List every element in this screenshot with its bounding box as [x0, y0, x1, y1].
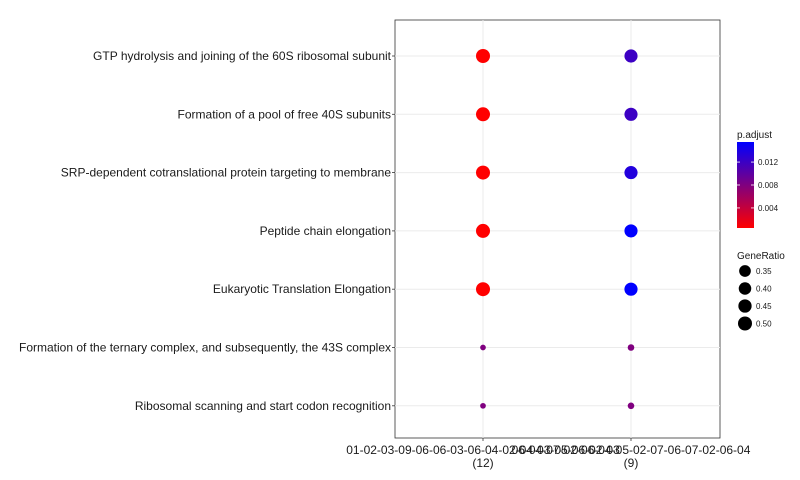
size-legend-title: GeneRatio: [737, 251, 785, 262]
x-tick-label: 06-04-07-02-06-04-05-02-07-06-07-02-06-0…: [512, 443, 751, 457]
y-tick-label: Eukaryotic Translation Elongation: [213, 282, 391, 296]
y-axis-labels: GTP hydrolysis and joining of the 60S ri…: [19, 49, 395, 413]
data-point: [480, 402, 486, 409]
color-legend-label: 0.004: [758, 204, 779, 213]
y-tick-label: Formation of the ternary complex, and su…: [19, 341, 391, 355]
grid-lines: [395, 20, 720, 438]
data-point: [624, 107, 638, 121]
data-point: [480, 344, 486, 351]
color-legend-bar: [737, 142, 754, 228]
size-legend: GeneRatio 0.35 0.40 0.45 0.50: [737, 251, 785, 331]
size-legend-key: [739, 265, 751, 277]
data-point: [476, 49, 490, 63]
x-axis-labels: 01-02-03-09-06-06-03-06-04-02-04-03-05-0…: [346, 438, 751, 470]
data-points: [476, 49, 638, 410]
data-point: [624, 166, 638, 180]
y-tick-label: Formation of a pool of free 40S subunits: [178, 107, 391, 121]
data-point: [476, 107, 490, 122]
data-point: [627, 402, 635, 410]
x-tick-label: 01-02-03-09-06-06-03-06-04-02-04-03-05-0…: [346, 443, 620, 457]
color-legend-label: 0.008: [758, 181, 779, 190]
y-tick-label: SRP-dependent cotranslational protein ta…: [61, 166, 392, 180]
size-legend-key: [738, 316, 752, 331]
size-legend-key: [738, 282, 752, 295]
x-tick-count: (9): [624, 456, 639, 470]
size-legend-key: [738, 299, 752, 313]
data-point: [476, 165, 490, 180]
data-point: [476, 223, 490, 238]
data-point: [624, 49, 638, 63]
size-legend-label: 0.50: [756, 320, 772, 329]
x-tick-count: (12): [472, 456, 493, 470]
size-legend-label: 0.40: [756, 285, 772, 294]
y-tick-label: GTP hydrolysis and joining of the 60S ri…: [93, 49, 392, 63]
y-tick-label: Ribosomal scanning and start codon recog…: [135, 399, 391, 413]
size-legend-label: 0.35: [756, 267, 772, 276]
data-point: [627, 344, 635, 351]
color-legend-label: 0.012: [758, 158, 779, 167]
plot-panel: [394, 19, 721, 439]
data-point: [624, 224, 638, 238]
size-legend-label: 0.45: [756, 302, 772, 311]
color-legend: p.adjust 0.004 0.008 0.012: [737, 130, 779, 228]
data-point: [476, 282, 490, 297]
data-point: [624, 282, 638, 296]
y-tick-label: Peptide chain elongation: [260, 224, 391, 238]
color-legend-title: p.adjust: [737, 130, 772, 141]
